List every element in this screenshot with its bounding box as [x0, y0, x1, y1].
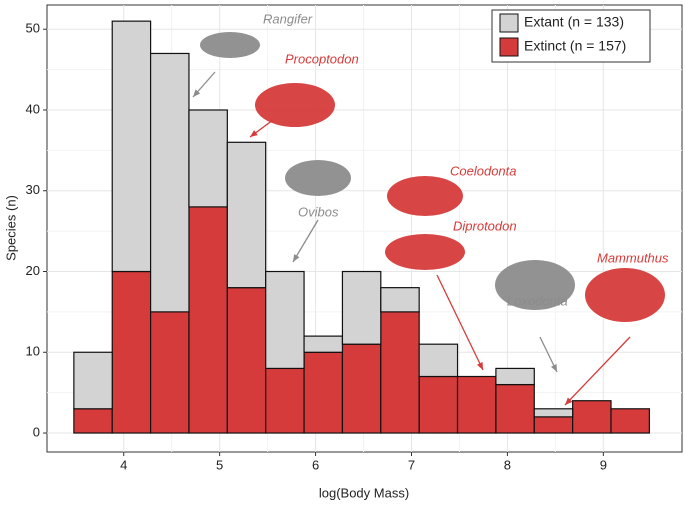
bar-segment — [610, 408, 650, 434]
animal-silhouette — [585, 268, 665, 322]
bar-segment — [73, 351, 113, 410]
animal-silhouette — [387, 176, 463, 216]
arrow-head — [550, 364, 557, 372]
annotation: Mammuthus — [597, 250, 669, 265]
bar-segment — [495, 383, 535, 434]
bar-segment — [341, 270, 382, 345]
bar-segment — [226, 141, 267, 289]
arrow-head — [476, 362, 483, 370]
bar-segment — [111, 270, 152, 434]
bar-segment — [265, 367, 305, 434]
x-tick-label: 6 — [312, 457, 319, 472]
bar-segment — [380, 287, 420, 313]
annotation: Procoptodon — [285, 51, 359, 66]
bar-segment — [380, 311, 420, 434]
y-tick-label: 50 — [26, 21, 40, 36]
x-tick-label: 8 — [504, 457, 511, 472]
annotation: Loxodonta — [507, 293, 568, 308]
annotation: Coelodonta — [450, 163, 517, 178]
y-tick-label: 30 — [26, 182, 40, 197]
animal-silhouette — [385, 234, 465, 270]
animal-silhouette — [285, 160, 351, 196]
bar-segment — [73, 408, 113, 434]
annotation: Rangifer — [263, 11, 313, 26]
arrow — [564, 336, 631, 406]
bar-segment — [111, 20, 152, 273]
bar-segment — [149, 52, 190, 313]
legend-label: Extant (n = 133) — [524, 14, 624, 30]
legend-swatch — [499, 37, 519, 57]
bar-segment — [572, 400, 612, 434]
bar-segment — [149, 311, 190, 434]
annotation: Diprotodon — [453, 218, 517, 233]
x-tick-label: 7 — [408, 457, 415, 472]
arrow-head — [565, 397, 573, 405]
bar-segment — [495, 367, 535, 386]
bar-segment — [265, 270, 305, 370]
animal-silhouette — [200, 32, 260, 58]
y-tick-label: 0 — [33, 424, 40, 439]
bar-segment — [303, 335, 344, 353]
arrow-head — [250, 130, 258, 137]
arrow — [292, 219, 319, 263]
x-tick-label: 5 — [216, 457, 223, 472]
x-axis-label: log(Body Mass) — [319, 485, 409, 500]
y-axis-label: Species (n) — [3, 195, 18, 261]
bar-segment — [341, 343, 382, 434]
y-tick-label: 20 — [26, 263, 40, 278]
x-tick-label: 9 — [600, 457, 607, 472]
animal-silhouette — [495, 260, 575, 310]
y-tick-label: 10 — [26, 344, 40, 359]
annotation: Ovibos — [298, 204, 339, 219]
bar-segment — [188, 109, 228, 208]
arrow-head — [293, 254, 300, 262]
arrow-head — [193, 89, 201, 97]
bar-segment — [303, 351, 344, 434]
bar-segment — [226, 287, 267, 434]
x-tick-label: 4 — [120, 457, 127, 472]
bar-segment — [418, 343, 459, 378]
y-tick-label: 40 — [26, 101, 40, 116]
bar-segment — [533, 416, 574, 434]
bar-segment — [533, 408, 574, 418]
bar-segment — [456, 375, 497, 434]
bar-segment — [188, 206, 228, 434]
arrow — [436, 274, 484, 371]
animal-silhouette — [255, 83, 335, 127]
legend-label: Extinct (n = 157) — [524, 38, 626, 54]
bar-segment — [418, 375, 459, 434]
legend-swatch — [499, 13, 519, 33]
